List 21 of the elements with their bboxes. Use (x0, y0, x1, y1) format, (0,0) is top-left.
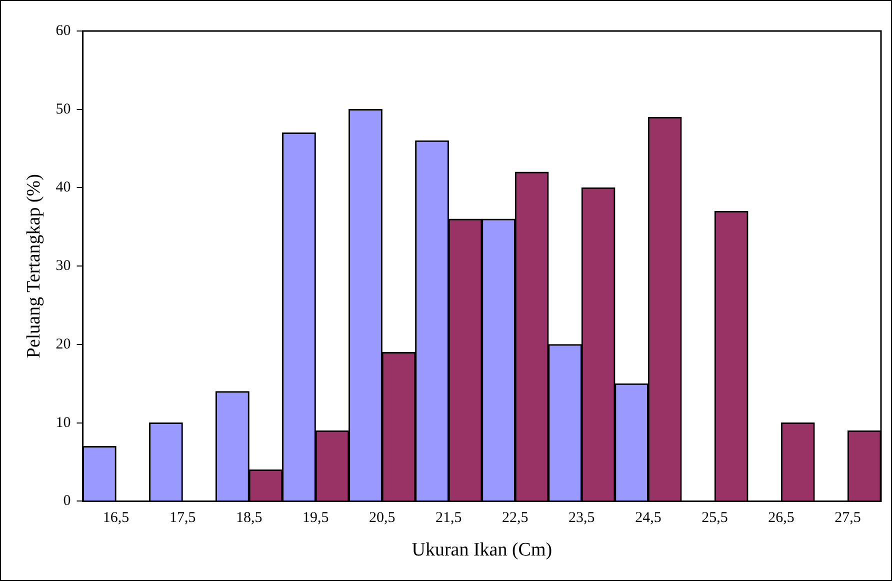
y-tick-label: 0 (63, 493, 71, 510)
x-tick-label: 25,5 (702, 510, 728, 526)
y-tick-label: 20 (56, 336, 71, 352)
x-tick-label: 23,5 (568, 510, 595, 526)
x-tick-label: 22,5 (502, 510, 528, 526)
y-tick-label: 50 (56, 101, 71, 118)
x-tick-label: 19,5 (302, 510, 329, 526)
x-tick-label: 18,5 (236, 510, 262, 526)
y-tick-label: 30 (56, 258, 71, 274)
y-tick-label: 10 (56, 414, 71, 431)
x-tick-label: 26,5 (768, 510, 794, 526)
x-axis-title: Ukuran Ikan (Cm) (412, 540, 552, 561)
x-tick-label: 27,5 (834, 510, 861, 526)
x-tick-label: 24,5 (635, 510, 662, 526)
x-tick-label: 17,5 (169, 510, 196, 526)
y-tick-label: 60 (56, 22, 71, 39)
x-tick-label: 21,5 (436, 510, 462, 526)
x-tick-label: 16,5 (102, 510, 130, 526)
x-tick-label: 20,5 (369, 510, 396, 526)
y-axis-title: Peluang Tertangkap (%) (23, 174, 44, 358)
y-tick-label: 40 (56, 180, 71, 196)
